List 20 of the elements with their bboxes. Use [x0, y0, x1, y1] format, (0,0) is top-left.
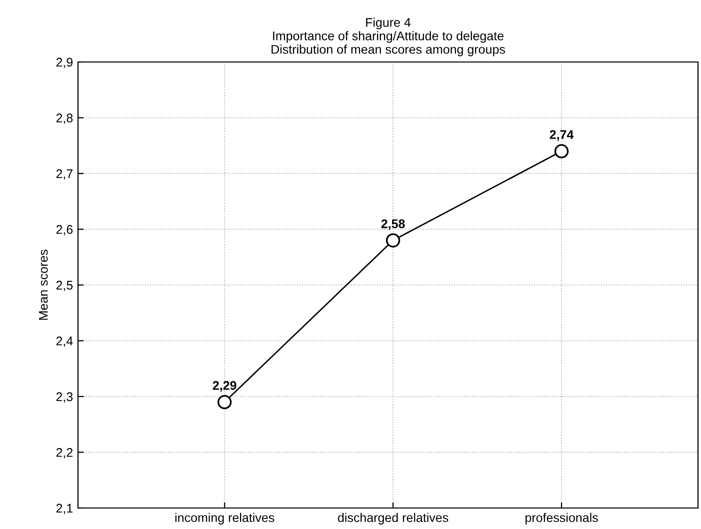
- point: [217, 394, 232, 410]
- chart-title: Figure 4 Importance of sharing/Attitude to delegate Distribution of mean scores among groups: [272, 18, 505, 56]
- data-label: 2,58: [381, 219, 405, 230]
- y-tick-label: 2,7: [56, 169, 73, 180]
- y-tick-label: 2,1: [56, 504, 73, 514]
- y-tick-label: 2,4: [56, 336, 73, 347]
- data-label: 2,74: [550, 130, 574, 141]
- y-tick-label: 2,8: [56, 114, 73, 124]
- y-axis-title: Mean scores: [39, 250, 48, 320]
- point: [554, 144, 569, 158]
- y-tick-label: 2,5: [56, 280, 73, 292]
- data-label: 2,29: [212, 381, 236, 392]
- y-tick-label: 2,9: [56, 58, 73, 68]
- point: [386, 233, 400, 248]
- x-tick-label: professionals: [526, 512, 598, 525]
- y-tick-label: 2,6: [56, 225, 73, 236]
- x-tick-label: incoming relatives: [175, 512, 274, 525]
- x-tick-label: discharged relatives: [338, 512, 448, 525]
- y-tick-label: 2,3: [56, 392, 73, 403]
- y-tick-label: 2,2: [56, 448, 73, 458]
